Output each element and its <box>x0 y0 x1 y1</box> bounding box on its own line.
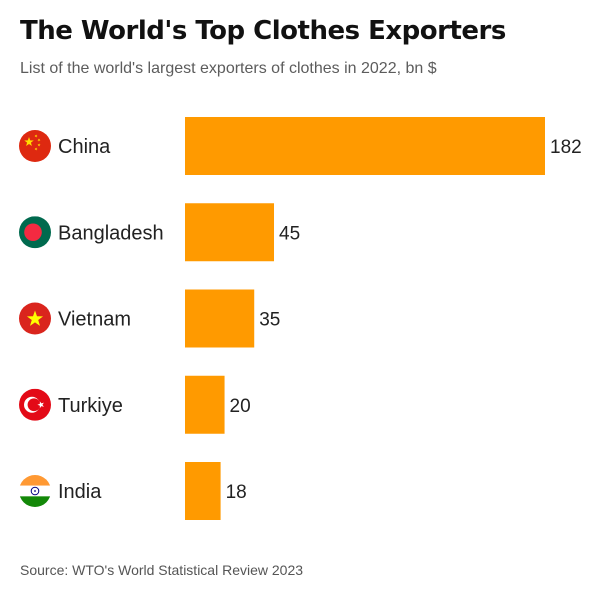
value-label: 20 <box>230 396 251 417</box>
china-flag-icon <box>19 130 51 162</box>
turkiye-flag-icon <box>19 388 51 421</box>
category-label: India <box>58 481 102 503</box>
bar-turkiye <box>185 375 225 434</box>
bar-india <box>185 462 221 520</box>
value-label: 45 <box>279 223 300 244</box>
value-label: 35 <box>259 310 280 331</box>
bangladesh-flag-icon <box>19 216 51 249</box>
category-labels: China Bangladesh Vietnam Turkiye India <box>58 136 164 503</box>
bar-bangladesh <box>185 203 275 262</box>
source-note: Source: WTO's World Statistical Review 2… <box>20 562 304 578</box>
category-label: Bangladesh <box>58 222 164 244</box>
category-label: China <box>58 136 111 158</box>
flag-icons <box>19 130 51 507</box>
value-label: 182 <box>550 137 582 158</box>
vietnam-flag-icon <box>19 302 51 335</box>
category-label: Turkiye <box>58 395 123 417</box>
bars <box>185 117 545 520</box>
india-flag-icon <box>19 475 51 507</box>
value-labels: 182 45 35 20 18 <box>226 137 582 503</box>
bar-vietnam <box>185 289 255 348</box>
category-label: Vietnam <box>58 309 131 331</box>
value-label: 18 <box>226 482 247 503</box>
bar-china <box>185 117 545 175</box>
chart-title: The World's Top Clothes Exporters <box>20 16 506 46</box>
chart-subtitle: List of the world's largest exporters of… <box>20 60 437 77</box>
